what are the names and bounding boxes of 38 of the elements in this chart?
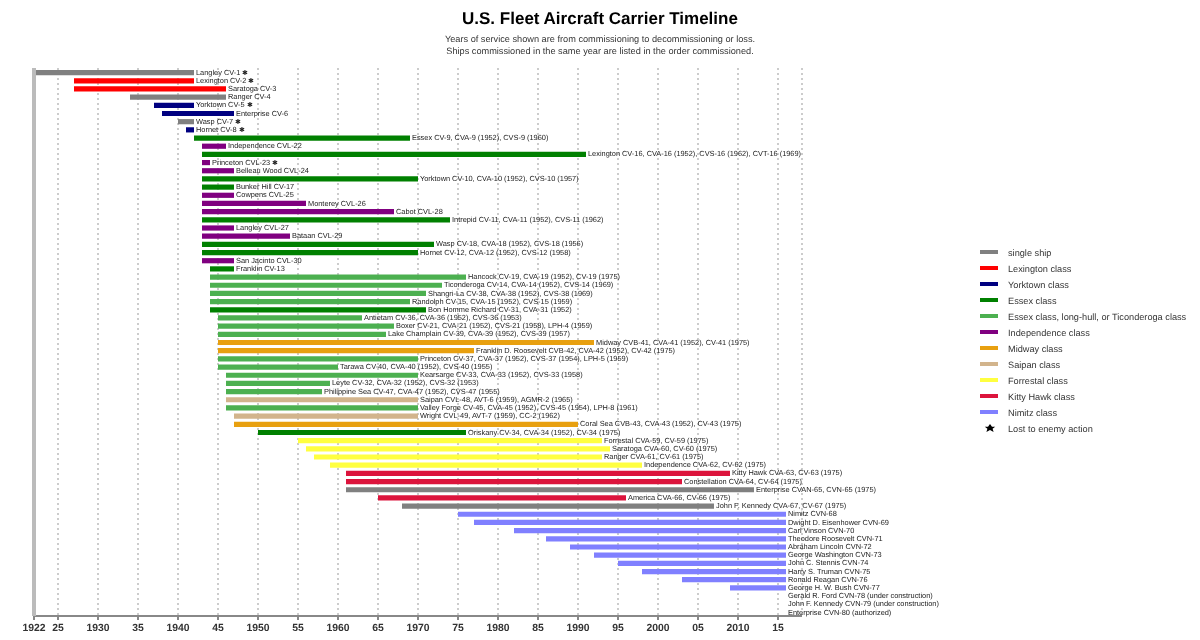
bar [218, 339, 594, 346]
bar [298, 438, 602, 444]
bar [202, 168, 234, 174]
bar [202, 176, 418, 182]
bar [210, 266, 234, 272]
bar [346, 487, 754, 493]
bar [210, 274, 466, 280]
bar [202, 143, 226, 149]
bar [226, 372, 418, 378]
bar [202, 233, 290, 239]
bar [202, 241, 434, 247]
bar [218, 331, 386, 337]
bar [346, 470, 730, 476]
bar [202, 151, 586, 157]
bar [178, 119, 194, 125]
bar [218, 323, 394, 329]
bar [210, 307, 426, 313]
bar [306, 446, 610, 452]
bar [226, 405, 418, 411]
bar [34, 70, 194, 76]
bar [226, 397, 418, 403]
bar [74, 86, 226, 92]
bar [402, 503, 714, 509]
bar [226, 388, 322, 395]
bar [202, 209, 394, 215]
bar [258, 429, 466, 436]
bar [458, 511, 786, 517]
bar [202, 258, 234, 264]
bar [234, 413, 418, 419]
bar [186, 127, 194, 133]
bar [162, 110, 234, 117]
bar [194, 135, 410, 141]
bar [218, 356, 418, 362]
bar [130, 94, 226, 100]
chart-title: U.S. Fleet Aircraft Carrier Timeline [460, 8, 740, 28]
bar [234, 421, 578, 427]
bar [378, 495, 626, 501]
bar [202, 217, 450, 223]
